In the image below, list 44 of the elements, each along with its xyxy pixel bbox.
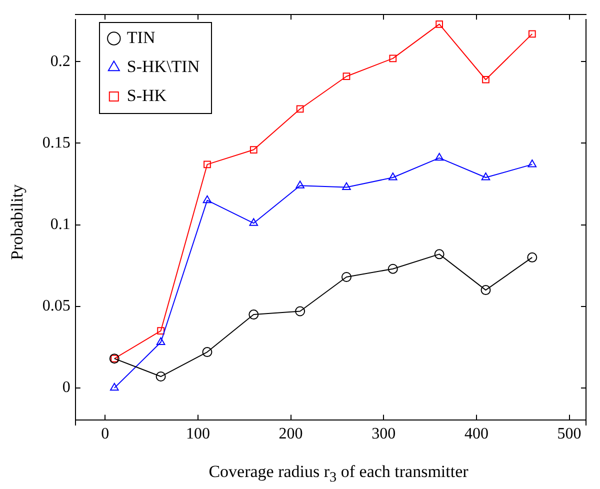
point bbox=[482, 76, 490, 84]
point bbox=[156, 372, 166, 382]
point bbox=[249, 218, 258, 226]
x-tick-label: 300 bbox=[372, 426, 396, 443]
legend-label: S-HK\TIN bbox=[126, 56, 200, 76]
legend-label: S-HK bbox=[126, 86, 168, 105]
y-tick-label: 0.15 bbox=[42, 134, 70, 152]
point bbox=[341, 272, 352, 282]
point bbox=[342, 72, 350, 80]
point bbox=[202, 347, 212, 358]
point bbox=[342, 182, 351, 190]
y-tick-label: 0.05 bbox=[42, 298, 70, 315]
x-tick-label: 200 bbox=[278, 426, 303, 443]
y-axis-title: Probability bbox=[8, 184, 27, 260]
point bbox=[480, 285, 491, 296]
point bbox=[296, 180, 304, 188]
point bbox=[434, 152, 444, 161]
x-tick-label: 100 bbox=[186, 426, 210, 443]
point bbox=[248, 310, 259, 320]
point bbox=[157, 327, 164, 335]
point bbox=[110, 382, 119, 391]
point bbox=[295, 306, 306, 316]
legend-label: TIN bbox=[126, 28, 156, 47]
y-tick-label: 0.2 bbox=[50, 52, 70, 70]
point bbox=[528, 159, 537, 168]
x-tick-label: 400 bbox=[464, 426, 488, 443]
x-tick-label: 0 bbox=[101, 426, 110, 443]
point bbox=[250, 146, 258, 154]
point bbox=[202, 195, 212, 204]
y-tick-label: 0 bbox=[62, 379, 70, 396]
point bbox=[481, 172, 490, 180]
point bbox=[388, 264, 398, 274]
point bbox=[156, 337, 166, 346]
point bbox=[296, 105, 304, 113]
point bbox=[204, 160, 211, 168]
point bbox=[436, 20, 443, 28]
x-axis-title: Coverage radius r$_{3}$ of each transmitter bbox=[208, 462, 470, 486]
point bbox=[388, 172, 398, 180]
y-tick-label: 0.1 bbox=[50, 216, 70, 234]
point bbox=[434, 249, 444, 260]
point bbox=[528, 30, 536, 38]
point bbox=[389, 54, 397, 62]
point bbox=[527, 252, 538, 262]
x-tick-label: 500 bbox=[557, 426, 582, 443]
